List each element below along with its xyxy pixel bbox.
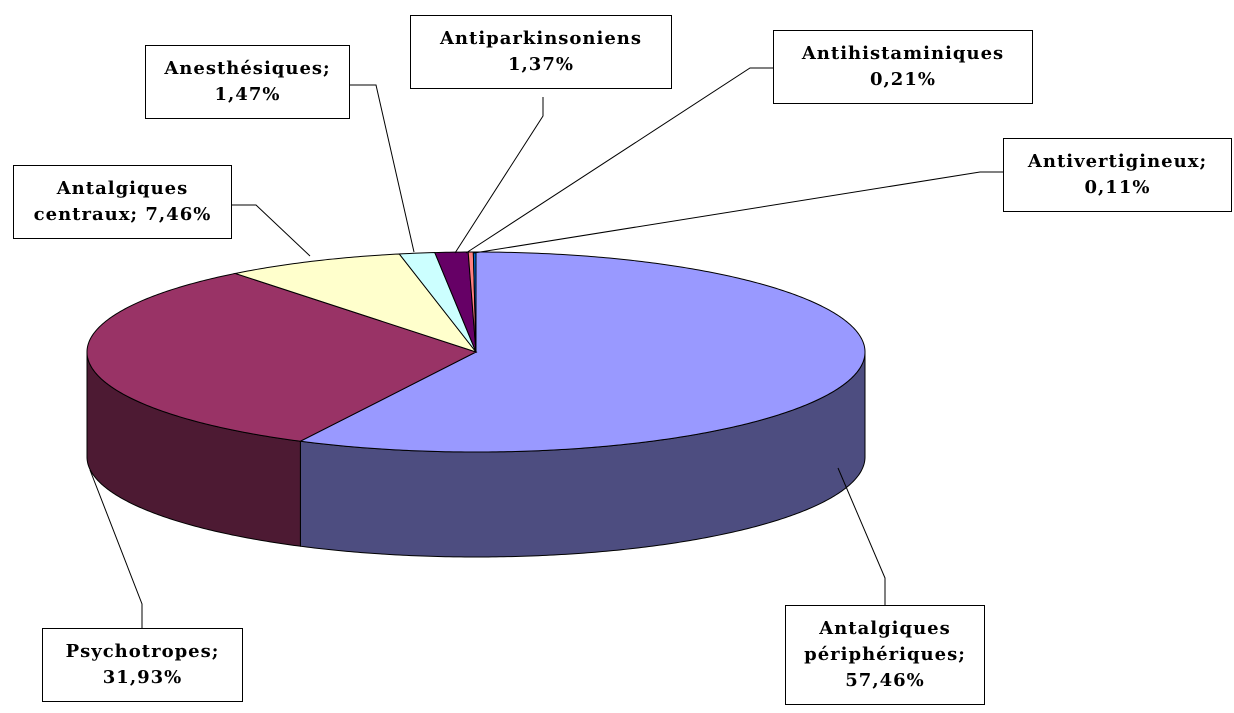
value-label: 57,46% xyxy=(845,670,925,691)
data-label: Antihistaminiques 0,21% xyxy=(773,30,1033,104)
leader-line xyxy=(89,469,143,628)
category-label: Antalgiques périphériques; xyxy=(804,618,966,665)
slice xyxy=(86,272,478,442)
category-label: Antalgiques centraux; xyxy=(33,178,189,225)
category-label: Anesthésiques; xyxy=(164,58,331,79)
category-label: Antivertigineux; xyxy=(1027,151,1208,172)
data-label: Antiparkinsoniens 1,37% xyxy=(410,15,672,89)
leader-line xyxy=(454,97,544,254)
category-label: Psychotropes; xyxy=(65,641,220,662)
slice xyxy=(398,252,477,353)
slice xyxy=(298,251,866,453)
leader-line xyxy=(465,67,773,254)
data-label: Antivertigineux; 0,11% xyxy=(1003,138,1232,212)
value-label: 7,46% xyxy=(145,204,212,225)
leader-line xyxy=(350,84,415,253)
data-label: Psychotropes; 31,93% xyxy=(42,628,243,702)
value-label: 1,37% xyxy=(508,54,574,75)
leader-line xyxy=(232,204,311,257)
value-label: 0,11% xyxy=(1084,177,1151,198)
value-label: 1,47% xyxy=(214,84,281,105)
data-label: Antalgiques périphériques; 57,46% xyxy=(785,605,985,705)
value-label: 0,21% xyxy=(870,69,936,90)
leader-line xyxy=(473,171,1003,254)
value-label: 31,93% xyxy=(102,667,183,688)
slice xyxy=(434,251,477,353)
category-label: Antiparkinsoniens xyxy=(439,28,643,49)
data-label: Anesthésiques; 1,47% xyxy=(145,45,350,119)
data-label: Antalgiques centraux; 7,46% xyxy=(13,165,232,239)
slice xyxy=(472,251,477,353)
category-label: Antihistaminiques xyxy=(801,43,1005,64)
leader-line xyxy=(837,467,886,605)
slice xyxy=(233,253,478,353)
